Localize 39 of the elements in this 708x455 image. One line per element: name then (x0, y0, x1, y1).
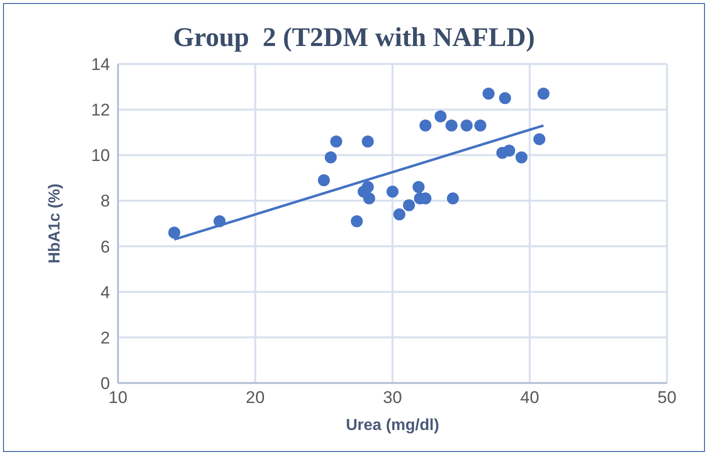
point (419, 120, 432, 132)
y-tick-label: 8 (100, 192, 110, 211)
point (446, 192, 459, 204)
point (362, 181, 374, 194)
point (533, 133, 546, 146)
point (446, 120, 458, 132)
point (503, 144, 516, 157)
point (386, 186, 398, 198)
x-tick-label: 50 (658, 388, 676, 408)
point (324, 151, 337, 164)
y-tick-label: 14 (91, 55, 110, 74)
point (482, 88, 495, 100)
point (474, 120, 486, 132)
point (499, 92, 512, 104)
x-tick-label: 40 (520, 388, 540, 408)
y-tick-label: 2 (100, 328, 110, 348)
point (350, 215, 363, 228)
point (537, 88, 550, 100)
y-axis-title: HbA1c (%) (46, 183, 64, 264)
y-tick-label: 6 (100, 237, 110, 256)
point (412, 181, 425, 194)
point (168, 226, 180, 239)
chart-title: Group 2 (T2DM with NAFLD) (172, 22, 536, 53)
y-tick-label: 0 (100, 374, 110, 394)
x-tick-label: 30 (383, 388, 402, 408)
point (460, 120, 473, 132)
point (330, 135, 342, 148)
y-tick-label: 10 (91, 146, 110, 166)
y-tick-label: 4 (100, 282, 110, 302)
x-axis-title: Urea (mg/dl) (346, 417, 440, 434)
point (318, 174, 330, 186)
point (434, 110, 447, 122)
point (393, 208, 406, 220)
point (362, 135, 374, 148)
point (402, 199, 415, 212)
y-tick-label: 12 (91, 100, 110, 120)
x-tick-label: 20 (246, 388, 265, 408)
point (516, 151, 528, 164)
point (363, 192, 376, 204)
